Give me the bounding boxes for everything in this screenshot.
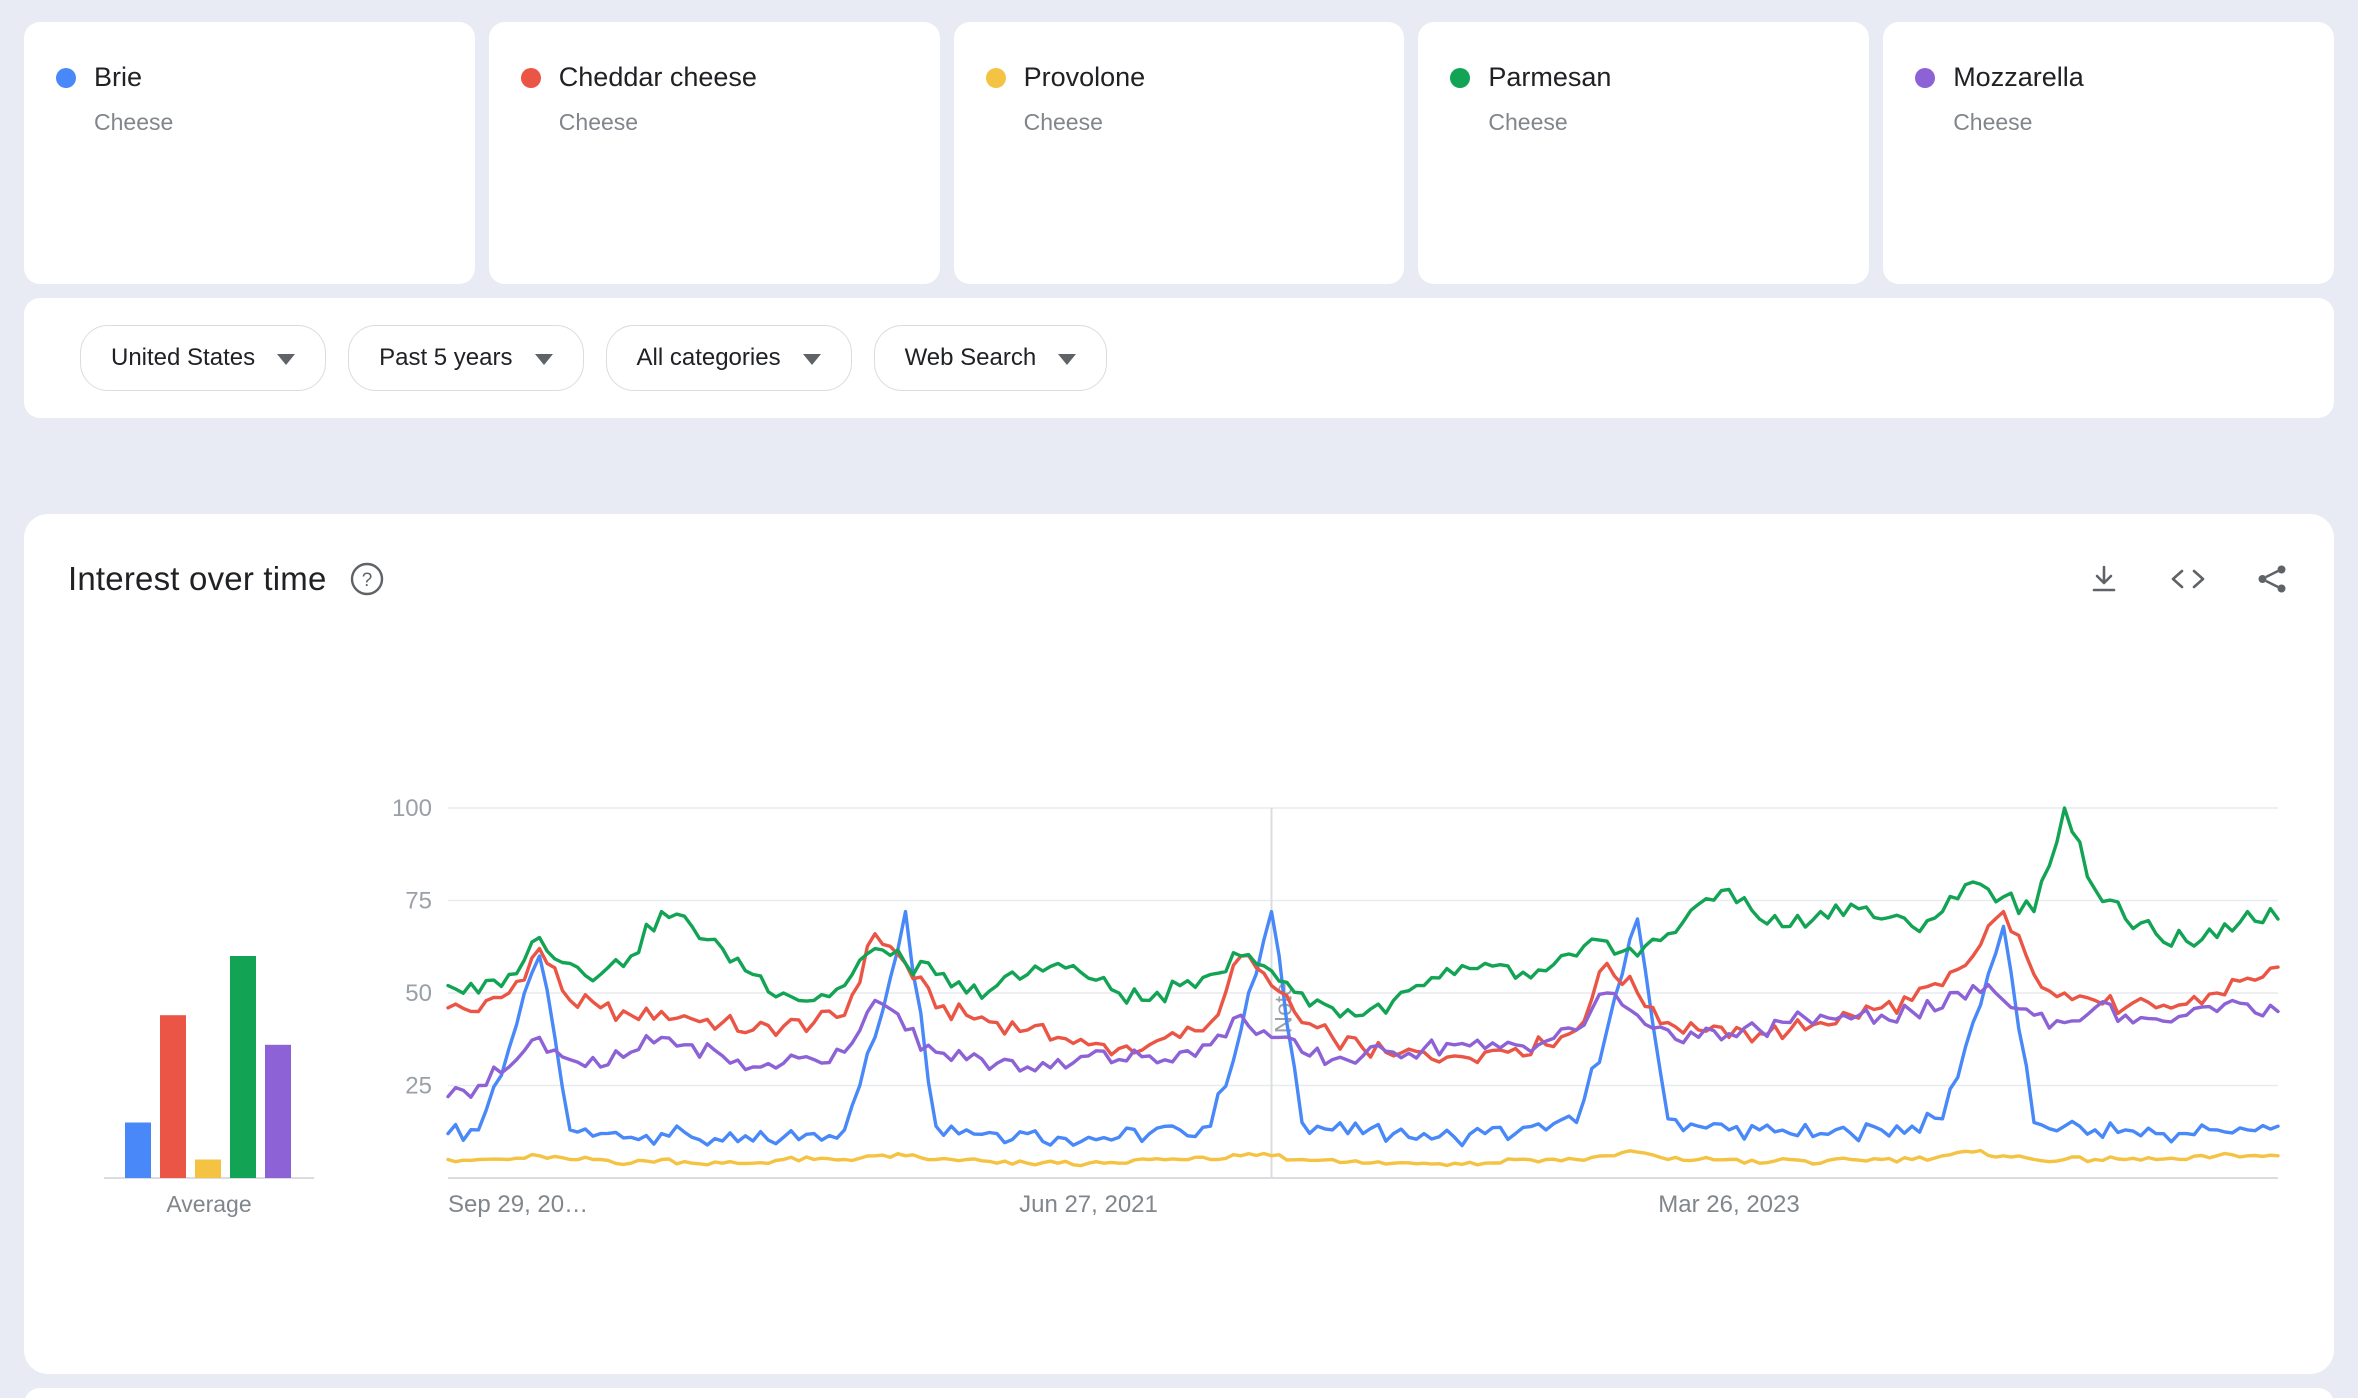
filter-searchtype-dropdown[interactable]: Web Search [873,325,1108,391]
filter-region-label: United States [111,344,256,371]
filter-region-dropdown[interactable]: United States [80,325,327,391]
term-card-brie[interactable]: Brie Cheese [24,22,475,284]
next-section-peek [24,1388,2334,1398]
term-color-dot [1915,67,1936,88]
term-subtitle: Cheese [1488,109,1568,135]
term-card-provolone[interactable]: Provolone Cheese [953,22,1405,284]
panel-header: Interest over time ? [68,560,2290,598]
svg-text:?: ? [361,570,372,591]
filter-timerange-label: Past 5 years [379,344,513,371]
term-label: Cheddar cheese [558,62,757,92]
share-icon[interactable] [2254,561,2290,597]
embed-code-icon[interactable] [2168,561,2208,597]
term-subtitle: Cheese [1023,109,1103,135]
svg-text:Average: Average [166,1191,251,1217]
svg-text:Mar 26, 2023: Mar 26, 2023 [1658,1191,1799,1218]
svg-text:50: 50 [405,980,432,1007]
term-color-dot [520,67,541,88]
filters-bar: United States Past 5 years All categorie… [24,298,2334,418]
term-label: Brie [94,62,143,92]
term-color-dot [56,67,76,88]
filter-timerange-dropdown[interactable]: Past 5 years [348,325,584,391]
panel-title: Interest over time [68,560,327,597]
term-card-parmesan[interactable]: Parmesan Cheese [1418,22,1870,284]
term-label: Provolone [1023,62,1146,92]
download-icon[interactable] [2086,561,2122,597]
term-color-dot [1450,67,1471,88]
term-subtitle: Cheese [1953,109,2033,135]
term-card-mozzarella[interactable]: Mozzarella Cheese [1883,22,2334,284]
term-card-cheddar[interactable]: Cheddar cheese Cheese [488,22,940,284]
term-subtitle: Cheese [558,109,639,135]
term-label: Parmesan [1488,62,1612,92]
chevron-down-icon [802,354,821,365]
term-color-dot [985,67,1006,88]
interest-over-time-chart: 25 50 75 100 Note Sep 29, 20… Jun 27, 2021 Mar … [68,795,2290,1273]
help-circle-icon[interactable]: ? [349,561,385,597]
term-subtitle: Cheese [94,109,174,135]
filter-category-label: All categories [636,344,781,371]
chevron-down-icon [534,354,553,365]
panel-actions [2086,561,2290,597]
interest-over-time-panel: Interest over time ? [24,514,2334,1374]
chevron-down-icon [277,354,296,365]
svg-text:25: 25 [405,1073,432,1100]
filter-category-dropdown[interactable]: All categories [605,325,852,391]
term-label: Mozzarella [1953,62,2084,92]
svg-text:100: 100 [392,798,432,822]
term-cards-row: Brie Cheese Cheddar cheese Cheese Provol… [0,0,2358,284]
filter-searchtype-label: Web Search [904,344,1037,371]
chevron-down-icon [1058,354,1077,365]
svg-text:Sep 29, 20…: Sep 29, 20… [448,1191,588,1218]
svg-text:75: 75 [405,888,432,915]
svg-text:Jun 27, 2021: Jun 27, 2021 [1019,1191,1158,1218]
